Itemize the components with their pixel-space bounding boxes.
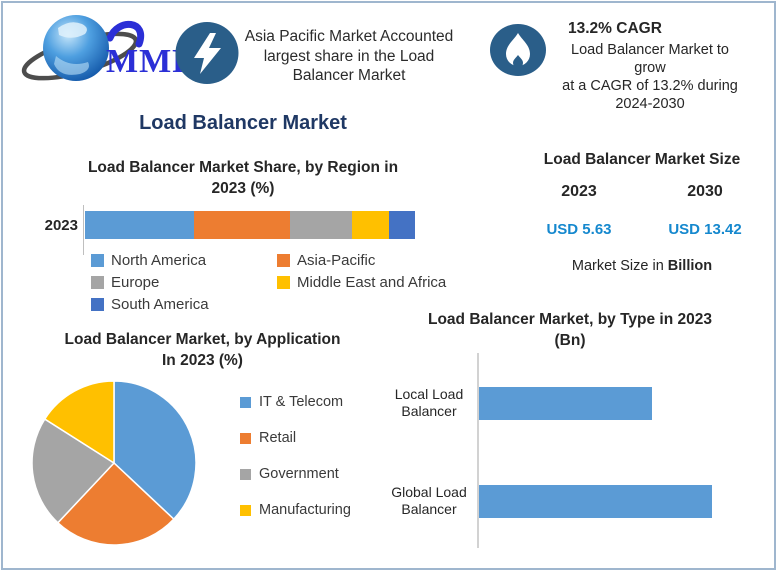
market-size-note-regular: Market Size in	[571, 258, 668, 274]
application-pie	[31, 380, 197, 546]
pie-slice	[43, 380, 115, 465]
legend-label: Government	[259, 466, 339, 482]
cagr-line: 2024-2030	[615, 96, 685, 112]
region-category-label: 2023	[44, 217, 78, 234]
legend-item: Government	[240, 467, 351, 482]
region-stacked-bar	[85, 211, 416, 239]
legend-swatch-icon	[240, 469, 251, 480]
legend-label: North America	[111, 252, 207, 269]
application-chart-title: Load Balancer Market, by Application In …	[64, 331, 341, 369]
type-chart-title: Load Balancer Market, by Type in 2023 (B…	[428, 311, 712, 349]
market-size-panel: Load Balancer Market Size 2023 2030 USD …	[516, 151, 768, 274]
pie-slice	[56, 461, 175, 546]
pie-slice	[113, 380, 197, 521]
legend-label: Manufacturing	[259, 502, 351, 518]
globe-continent	[54, 56, 89, 75]
type-plot	[479, 353, 717, 548]
region-bar-segment	[85, 211, 194, 239]
market-size-note-bold: Billion	[667, 258, 713, 274]
flame-icon	[490, 24, 546, 76]
insight-text: Asia Pacific Market Accounted largest sh…	[243, 27, 455, 86]
legend-item: Retail	[240, 431, 351, 446]
pie-slice	[31, 418, 116, 524]
logo-blue-arc-icon	[106, 20, 145, 48]
legend-item: IT & Telecom	[240, 395, 351, 410]
insight-line: largest share in the Load	[263, 47, 435, 65]
legend-swatch-icon	[91, 298, 104, 311]
type-category-label: Local Load Balancer	[394, 386, 464, 419]
legend-item: North America	[91, 253, 277, 268]
legend-item: Asia-Pacific	[277, 253, 446, 268]
region-bar-segment	[193, 211, 290, 239]
legend-label: Middle East and Africa	[297, 274, 447, 291]
market-size-value: USD 13.42	[668, 221, 742, 238]
legend-swatch-icon	[277, 276, 290, 289]
legend-swatch-icon	[240, 397, 251, 408]
market-size-title: Load Balancer Market Size	[543, 151, 741, 168]
region-legend: North America Asia-Pacific Europe Middle Ea…	[91, 253, 446, 312]
globe-continent	[58, 22, 87, 38]
region-bar-segment	[388, 211, 416, 239]
type-bar-local	[479, 387, 653, 420]
application-legend: IT & Telecom Retail Government Manufacturin…	[240, 395, 351, 518]
legend-label: South America	[111, 296, 209, 313]
legend-swatch-icon	[240, 505, 251, 516]
legend-swatch-icon	[277, 254, 290, 267]
lightning-icon	[175, 22, 239, 84]
region-chart-title: Load Balancer Market Share, by Region in…	[87, 159, 399, 197]
legend-item: South America	[91, 297, 277, 312]
legend-item: Manufacturing	[240, 503, 351, 518]
cagr-line: Load Balancer Market to grow	[571, 42, 729, 76]
legend-label: Asia-Pacific	[297, 252, 376, 269]
type-axis-line	[477, 353, 479, 548]
legend-label: Retail	[259, 430, 297, 446]
legend-label: Europe	[111, 274, 160, 291]
insight-line: Asia Pacific Market Accounted	[244, 28, 454, 45]
region-bar-segment	[352, 211, 389, 239]
insight-line: Balancer Market	[292, 67, 406, 84]
type-category-label: Global Load Balancer	[391, 484, 467, 517]
cagr-line: at a CAGR of 13.2% during	[562, 78, 738, 94]
market-size-year: 2023	[561, 183, 597, 200]
legend-swatch-icon	[91, 254, 104, 267]
market-size-year: 2030	[687, 183, 723, 200]
market-size-note: Market Size in Billion	[516, 258, 768, 274]
region-axis-line	[83, 205, 84, 255]
region-bar-segment	[289, 211, 353, 239]
legend-swatch-icon	[240, 433, 251, 444]
legend-item: Europe	[91, 275, 277, 290]
market-size-value: USD 5.63	[546, 221, 612, 238]
legend-item: Middle East and Africa	[277, 275, 446, 290]
type-bar-global	[479, 485, 712, 518]
cagr-block: 13.2% CAGR Load Balancer Market to grow …	[556, 20, 744, 113]
market-size-grid: 2023 2030 USD 5.63 USD 13.42	[516, 183, 768, 238]
legend-label: IT & Telecom	[259, 394, 344, 410]
legend-swatch-icon	[91, 276, 104, 289]
page-title: Load Balancer Market	[139, 112, 347, 134]
mmr-logo: MMR	[21, 15, 197, 81]
cagr-headline: 13.2% CAGR	[568, 20, 662, 37]
